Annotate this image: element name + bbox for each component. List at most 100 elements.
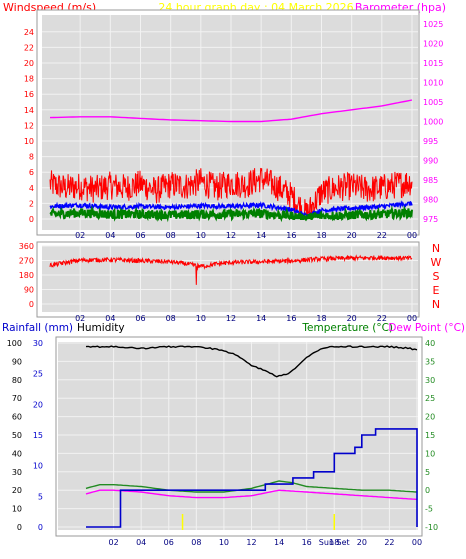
chart2-hour-tick-label: 10 — [196, 314, 206, 323]
temperature-tick-label: 5 — [425, 468, 430, 477]
barometer-tick-label: 980 — [423, 196, 438, 205]
chart3-hour-tick-label: 00 — [412, 538, 422, 547]
humidity-tick-label: 80 — [12, 376, 22, 385]
barometer-tick-label: 1020 — [423, 40, 443, 49]
barometer-tick-label: 985 — [423, 176, 438, 185]
windspeed-tick-label: 8 — [29, 153, 34, 162]
temperature-tick-label: 35 — [425, 357, 435, 366]
chart1-hour-tick-label: 16 — [286, 231, 296, 240]
compass-label: S — [433, 270, 440, 283]
humidity-line — [85, 345, 418, 378]
wind-barometer-chart: 0246810121416182022249759809859909951000… — [24, 9, 443, 240]
rainfall-tick-label: 15 — [33, 431, 43, 440]
rainfall-tick-label: 30 — [33, 339, 43, 348]
compass-label: W — [431, 256, 442, 269]
temperature-axis-title: Temperature (°C) — [301, 322, 393, 334]
windspeed-tick-label: 16 — [24, 90, 34, 99]
windspeed-tick-label: 6 — [29, 168, 34, 177]
temperature-line — [85, 480, 418, 493]
sunset-label: Sun Set — [319, 538, 350, 547]
rainfall-line — [86, 428, 418, 528]
direction-tick-label: 180 — [19, 271, 34, 280]
direction-tick-label: 360 — [19, 242, 34, 251]
compass-label: N — [432, 298, 440, 311]
rainfall-tick-label: 5 — [38, 492, 43, 501]
temperature-tick-label: 25 — [425, 394, 435, 403]
windspeed-tick-label: 10 — [24, 137, 34, 146]
windspeed-tick-label: 24 — [24, 28, 34, 37]
chart1-hour-tick-label: 10 — [196, 231, 206, 240]
chart1-hour-tick-label: 20 — [347, 231, 357, 240]
chart2-hour-tick-label: 22 — [377, 314, 387, 323]
chart2-hour-tick-label: 16 — [286, 314, 296, 323]
chart1-hour-tick-label: 22 — [377, 231, 387, 240]
windspeed-tick-label: 0 — [29, 215, 34, 224]
chart3-hour-tick-label: 08 — [191, 538, 201, 547]
temperature-tick-label: 40 — [425, 339, 435, 348]
chart2-hour-tick-label: 00 — [407, 314, 417, 323]
humidity-axis-title: Humidity — [77, 322, 125, 334]
temperature-tick-label: 30 — [425, 376, 435, 385]
dewpoint-axis-title: Dew Point (°C) — [388, 322, 465, 334]
rainfall-axis-title: Rainfall (mm) — [2, 322, 73, 334]
barometer-line — [49, 99, 413, 123]
humidity-tick-label: 70 — [12, 394, 22, 403]
humidity-tick-label: 10 — [12, 505, 22, 514]
chart1-hour-tick-label: 18 — [316, 231, 326, 240]
chart1-hour-tick-label: 08 — [166, 231, 176, 240]
chart2-hour-tick-label: 14 — [256, 314, 266, 323]
humidity-tick-label: 90 — [12, 357, 22, 366]
chart2-hour-tick-label: 02 — [75, 314, 85, 323]
gust-line — [49, 167, 413, 220]
chart1-hour-tick-label: 00 — [407, 231, 417, 240]
windspeed-tick-label: 14 — [24, 106, 34, 115]
humidity-tick-label: 100 — [7, 339, 22, 348]
chart3-hour-tick-label: 20 — [357, 538, 367, 547]
humidity-tick-label: 60 — [12, 413, 22, 422]
compass-label: E — [433, 284, 440, 297]
rain-humidity-temperature-chart: Sun Set 0 10 20 30 40 50 60 70 80 90 100 0 5 10 15 20 25… — [7, 336, 438, 547]
windspeed-tick-label: 12 — [24, 121, 34, 130]
humidity-tick-label: 20 — [12, 486, 22, 495]
chart3-hour-tick-label: 22 — [384, 538, 394, 547]
chart1-hour-tick-label: 04 — [105, 231, 115, 240]
chart3-hour-tick-label: 14 — [274, 538, 284, 547]
chart3-hour-tick-label: 02 — [108, 538, 118, 547]
dewpoint-line — [85, 489, 418, 501]
chart3-hour-tick-label: 12 — [246, 538, 256, 547]
compass-label: N — [432, 242, 440, 255]
barometer-tick-label: 995 — [423, 137, 438, 146]
direction-tick-label: 270 — [19, 257, 34, 266]
windspeed-tick-label: 2 — [29, 199, 34, 208]
rainfall-tick-label: 0 — [38, 523, 43, 532]
chart2-hour-tick-label: 08 — [166, 314, 176, 323]
temperature-tick-label: 15 — [425, 431, 435, 440]
windspeed-tick-label: 4 — [29, 184, 34, 193]
temperature-tick-label: -10 — [425, 523, 438, 532]
chart2-hour-tick-label: 20 — [347, 314, 357, 323]
chart3-hour-tick-label: 10 — [219, 538, 229, 547]
chart3-hour-tick-label: 04 — [136, 538, 146, 547]
barometer-tick-label: 1000 — [423, 118, 443, 127]
humidity-tick-label: 30 — [12, 468, 22, 477]
chart3-hour-tick-label: 06 — [164, 538, 174, 547]
barometer-tick-label: 990 — [423, 157, 438, 166]
windspeed-tick-label: 18 — [24, 75, 34, 84]
chart1-hour-tick-label: 06 — [135, 231, 145, 240]
avgwind-line — [49, 200, 413, 219]
chart3-hour-tick-label: 18 — [329, 538, 339, 547]
humidity-tick-label: 50 — [12, 431, 22, 440]
chart2-hour-tick-label: 06 — [135, 314, 145, 323]
barometer-tick-label: 1010 — [423, 79, 443, 88]
temperature-tick-label: 0 — [425, 486, 430, 495]
barometer-tick-label: 975 — [423, 215, 438, 224]
chart3-plot-area — [58, 342, 418, 530]
windspeed-tick-label: 22 — [24, 43, 34, 52]
rainfall-tick-label: 25 — [33, 370, 43, 379]
rainfall-tick-label: 20 — [33, 400, 43, 409]
temperature-tick-label: -5 — [425, 505, 433, 514]
barometer-tick-label: 1005 — [423, 98, 443, 107]
